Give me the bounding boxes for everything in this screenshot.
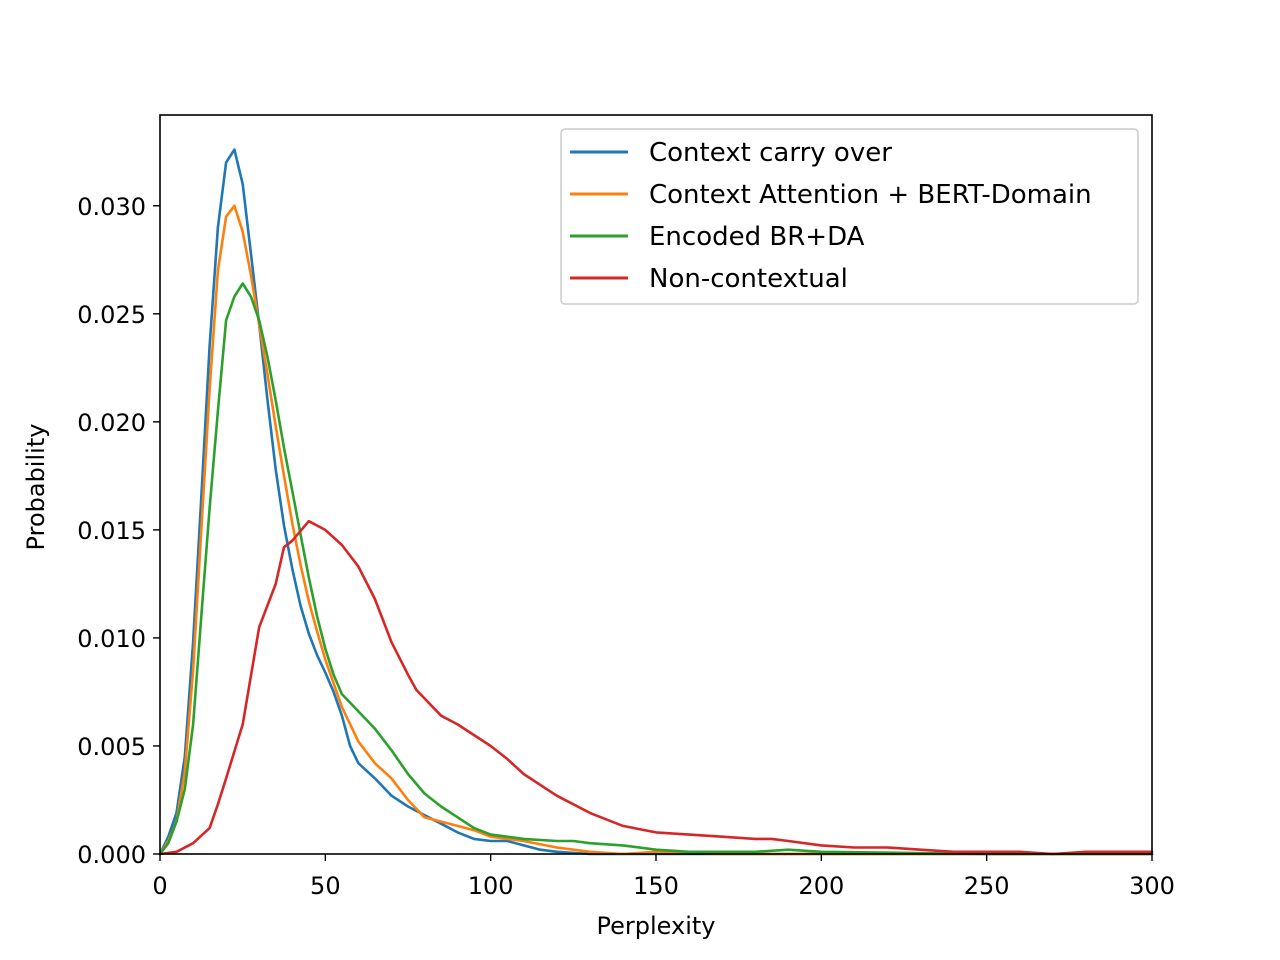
x-tick-label: 250 — [964, 872, 1010, 900]
x-tick-label: 0 — [152, 872, 167, 900]
series-line-1 — [158, 148, 1154, 856]
x-axis-ticks: 0 50 100 150 200 250 300 — [152, 854, 1175, 900]
legend-label-4: Non-contextual — [649, 264, 848, 294]
series-line-2 — [158, 204, 1154, 856]
y-tick-label: 0.000 — [77, 841, 146, 869]
x-tick-label: 200 — [798, 872, 844, 900]
y-tick-label: 0.025 — [77, 301, 146, 329]
y-tick-label: 0.020 — [77, 409, 146, 437]
legend-frame — [560, 128, 1139, 305]
legend-label-3: Encoded BR+DA — [649, 222, 865, 252]
y-tick-label: 0.030 — [77, 193, 146, 221]
x-tick-label: 50 — [310, 872, 341, 900]
series-line-4 — [158, 519, 1154, 856]
legend-label-1: Context carry over — [649, 138, 892, 168]
y-axis-ticks: 0.000 0.005 0.010 0.015 0.020 0.025 0.030 — [77, 193, 160, 869]
x-tick-label: 300 — [1129, 872, 1175, 900]
x-axis-label: Perplexity — [597, 912, 716, 940]
y-tick-label: 0.015 — [77, 517, 146, 545]
y-axis-label: Probability — [22, 424, 50, 551]
y-tick-label: 0.005 — [77, 733, 146, 761]
y-tick-label: 0.010 — [77, 625, 146, 653]
series-layer — [158, 148, 1154, 856]
x-tick-label: 100 — [468, 872, 514, 900]
legend-label-2: Context Attention + BERT-Domain — [649, 180, 1092, 210]
x-tick-label: 150 — [633, 872, 679, 900]
series-line-3 — [158, 282, 1154, 856]
legend: Context carry over Context Attention + BE… — [560, 128, 1139, 305]
